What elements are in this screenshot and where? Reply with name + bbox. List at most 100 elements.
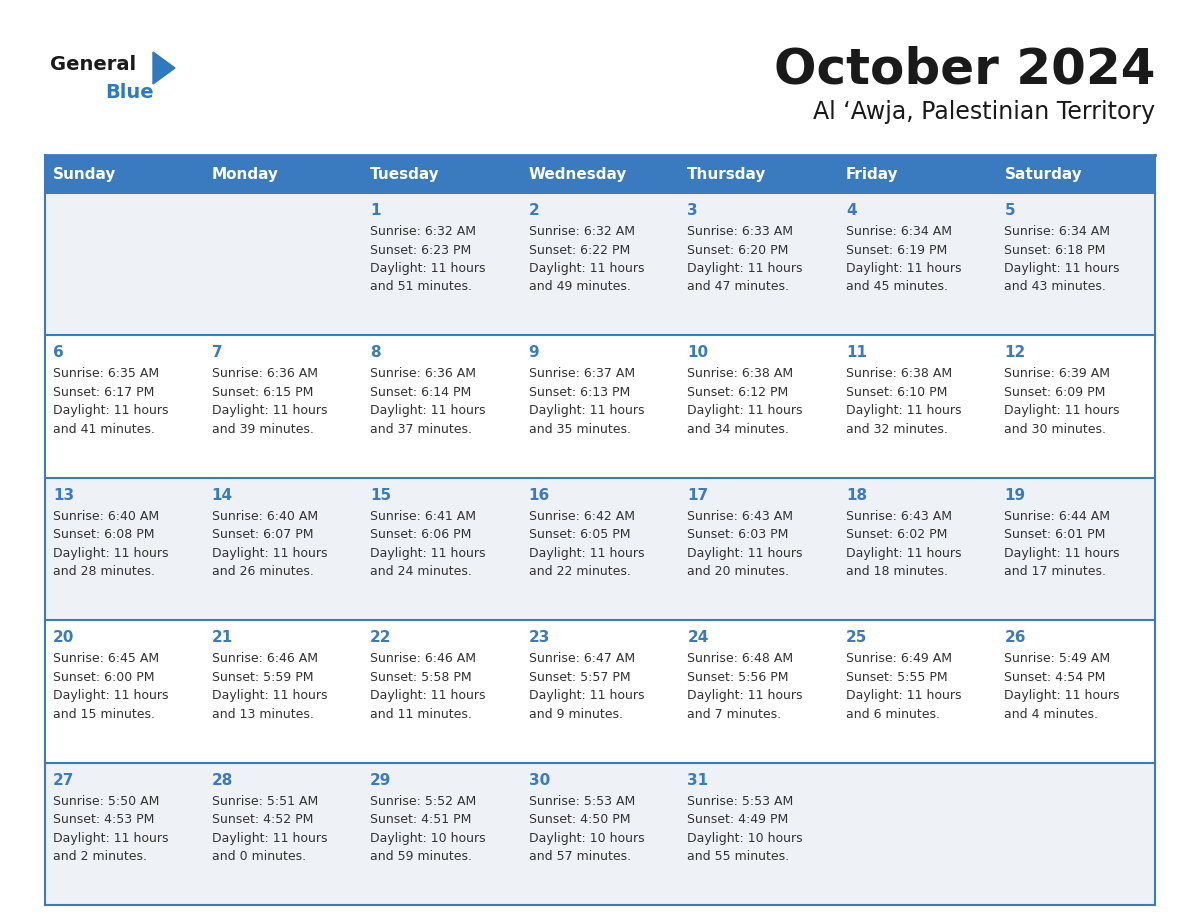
Text: 8: 8 [371, 345, 381, 361]
Text: Saturday: Saturday [1004, 166, 1082, 182]
Bar [362, 335, 520, 477]
Text: Daylight: 11 hours: Daylight: 11 hours [53, 547, 169, 560]
Text: Daylight: 11 hours: Daylight: 11 hours [688, 262, 803, 275]
Text: Blue: Blue [105, 83, 153, 102]
Text: 2: 2 [529, 203, 539, 218]
Text: Sunrise: 6:34 AM: Sunrise: 6:34 AM [846, 225, 952, 238]
Text: Daylight: 11 hours: Daylight: 11 hours [529, 262, 644, 275]
Text: 11: 11 [846, 345, 867, 361]
Text: Al ‘Awja, Palestinian Territory: Al ‘Awja, Palestinian Territory [813, 100, 1155, 124]
Text: Daylight: 11 hours: Daylight: 11 hours [53, 405, 169, 418]
Text: and 39 minutes.: and 39 minutes. [211, 423, 314, 436]
Text: Sunset: 6:09 PM: Sunset: 6:09 PM [1004, 386, 1106, 399]
Bar [838, 763, 997, 905]
Text: Daylight: 11 hours: Daylight: 11 hours [53, 689, 169, 702]
Text: Daylight: 11 hours: Daylight: 11 hours [688, 689, 803, 702]
Text: and 20 minutes.: and 20 minutes. [688, 565, 789, 578]
Text: 10: 10 [688, 345, 708, 361]
Text: Sunset: 5:55 PM: Sunset: 5:55 PM [846, 671, 948, 684]
Text: 29: 29 [371, 773, 392, 788]
Text: Sunrise: 6:44 AM: Sunrise: 6:44 AM [1004, 509, 1111, 522]
Text: Sunrise: 6:42 AM: Sunrise: 6:42 AM [529, 509, 634, 522]
Text: 16: 16 [529, 487, 550, 503]
Bar [838, 621, 997, 763]
Bar [838, 335, 997, 477]
Text: and 4 minutes.: and 4 minutes. [1004, 708, 1099, 721]
Bar [997, 763, 1155, 905]
Text: 12: 12 [1004, 345, 1025, 361]
Text: Tuesday: Tuesday [371, 166, 440, 182]
Text: Wednesday: Wednesday [529, 166, 627, 182]
Bar [520, 155, 680, 193]
Bar [520, 193, 680, 335]
Text: and 7 minutes.: and 7 minutes. [688, 708, 782, 721]
Text: Sunrise: 5:53 AM: Sunrise: 5:53 AM [688, 795, 794, 808]
Bar [45, 477, 203, 621]
Text: Daylight: 10 hours: Daylight: 10 hours [688, 832, 803, 845]
Text: Daylight: 11 hours: Daylight: 11 hours [529, 405, 644, 418]
Text: Sunrise: 6:47 AM: Sunrise: 6:47 AM [529, 652, 634, 666]
Text: Sunset: 4:52 PM: Sunset: 4:52 PM [211, 813, 312, 826]
Bar [680, 335, 838, 477]
Text: 27: 27 [53, 773, 75, 788]
Text: Daylight: 11 hours: Daylight: 11 hours [371, 405, 486, 418]
Text: 5: 5 [1004, 203, 1015, 218]
Text: and 34 minutes.: and 34 minutes. [688, 423, 789, 436]
Bar [45, 155, 203, 193]
Text: and 13 minutes.: and 13 minutes. [211, 708, 314, 721]
Polygon shape [153, 52, 175, 84]
Text: Sunrise: 6:45 AM: Sunrise: 6:45 AM [53, 652, 159, 666]
Bar [203, 155, 362, 193]
Text: 20: 20 [53, 630, 75, 645]
Bar [838, 155, 997, 193]
Bar [520, 335, 680, 477]
Text: and 17 minutes.: and 17 minutes. [1004, 565, 1106, 578]
Text: Sunset: 6:01 PM: Sunset: 6:01 PM [1004, 528, 1106, 542]
Text: Sunrise: 6:37 AM: Sunrise: 6:37 AM [529, 367, 634, 380]
Bar [45, 763, 203, 905]
Text: and 41 minutes.: and 41 minutes. [53, 423, 154, 436]
Text: Daylight: 11 hours: Daylight: 11 hours [211, 547, 327, 560]
Text: and 32 minutes.: and 32 minutes. [846, 423, 948, 436]
Text: Sunset: 4:51 PM: Sunset: 4:51 PM [371, 813, 472, 826]
Text: Thursday: Thursday [688, 166, 766, 182]
Bar [838, 193, 997, 335]
Text: Sunset: 4:54 PM: Sunset: 4:54 PM [1004, 671, 1106, 684]
Bar [45, 621, 203, 763]
Text: and 43 minutes.: and 43 minutes. [1004, 281, 1106, 294]
Text: Sunset: 6:07 PM: Sunset: 6:07 PM [211, 528, 314, 542]
Bar [997, 335, 1155, 477]
Bar [45, 335, 203, 477]
Text: Sunrise: 6:49 AM: Sunrise: 6:49 AM [846, 652, 952, 666]
Text: Daylight: 10 hours: Daylight: 10 hours [529, 832, 644, 845]
Text: 26: 26 [1004, 630, 1026, 645]
Text: Daylight: 11 hours: Daylight: 11 hours [53, 832, 169, 845]
Text: Sunrise: 6:35 AM: Sunrise: 6:35 AM [53, 367, 159, 380]
Text: Daylight: 11 hours: Daylight: 11 hours [1004, 262, 1120, 275]
Text: and 51 minutes.: and 51 minutes. [371, 281, 472, 294]
Bar [203, 477, 362, 621]
Text: 28: 28 [211, 773, 233, 788]
Bar [203, 621, 362, 763]
Text: Daylight: 11 hours: Daylight: 11 hours [371, 547, 486, 560]
Text: 21: 21 [211, 630, 233, 645]
Bar [362, 477, 520, 621]
Text: Daylight: 11 hours: Daylight: 11 hours [371, 689, 486, 702]
Text: and 35 minutes.: and 35 minutes. [529, 423, 631, 436]
Text: Sunrise: 6:43 AM: Sunrise: 6:43 AM [846, 509, 952, 522]
Text: Sunset: 6:10 PM: Sunset: 6:10 PM [846, 386, 947, 399]
Text: and 0 minutes.: and 0 minutes. [211, 850, 305, 863]
Bar [838, 477, 997, 621]
Text: Sunrise: 6:36 AM: Sunrise: 6:36 AM [211, 367, 317, 380]
Text: Sunrise: 5:52 AM: Sunrise: 5:52 AM [371, 795, 476, 808]
Text: and 30 minutes.: and 30 minutes. [1004, 423, 1106, 436]
Text: Sunset: 6:23 PM: Sunset: 6:23 PM [371, 243, 472, 256]
Text: and 37 minutes.: and 37 minutes. [371, 423, 472, 436]
Text: Sunday: Sunday [53, 166, 116, 182]
Text: Sunrise: 6:32 AM: Sunrise: 6:32 AM [529, 225, 634, 238]
Text: Sunset: 6:02 PM: Sunset: 6:02 PM [846, 528, 947, 542]
Text: 1: 1 [371, 203, 380, 218]
Text: Daylight: 11 hours: Daylight: 11 hours [688, 547, 803, 560]
Text: Sunrise: 6:41 AM: Sunrise: 6:41 AM [371, 509, 476, 522]
Text: Daylight: 11 hours: Daylight: 11 hours [846, 689, 961, 702]
